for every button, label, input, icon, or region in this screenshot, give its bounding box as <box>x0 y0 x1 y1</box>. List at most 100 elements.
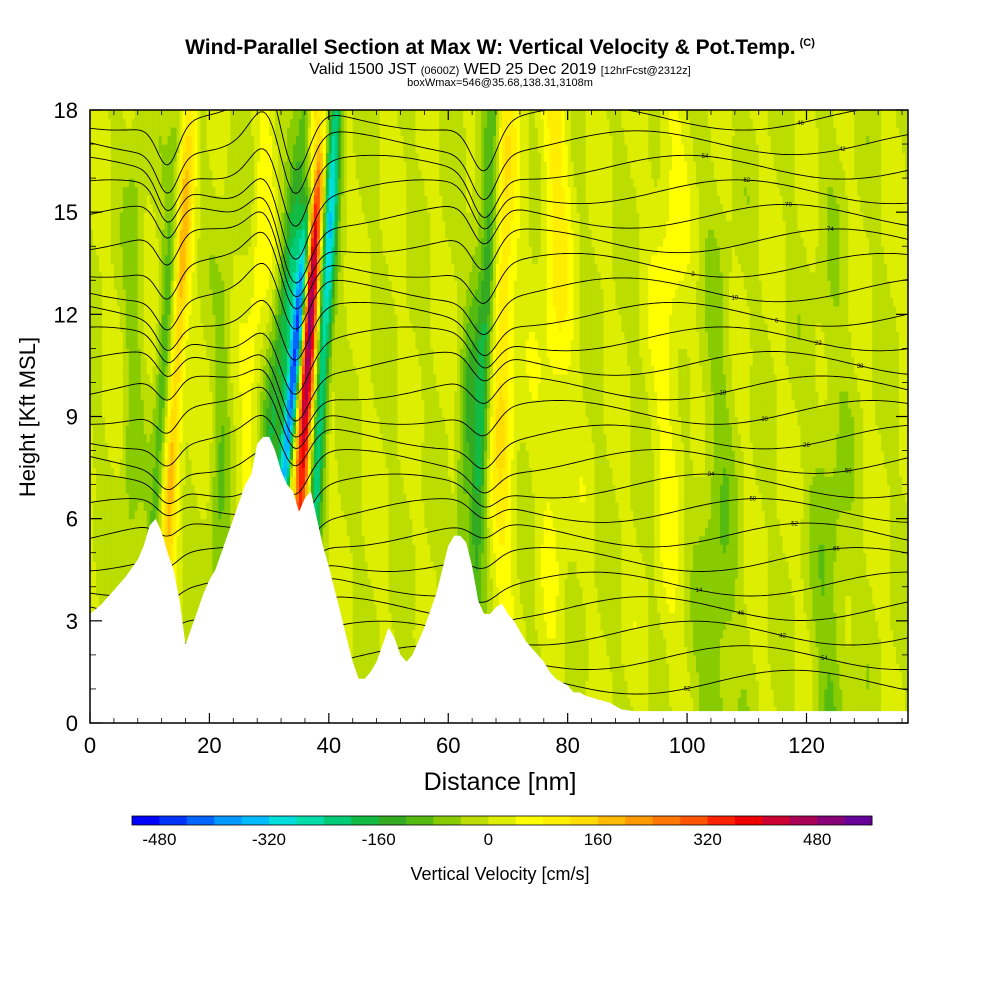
velocity-cell <box>125 356 130 367</box>
velocity-cell <box>131 390 136 401</box>
velocity-cell <box>110 382 115 392</box>
velocity-cell <box>122 425 127 435</box>
velocity-cell <box>128 459 133 469</box>
velocity-cell <box>119 373 124 384</box>
velocity-cell <box>128 476 133 486</box>
velocity-cell <box>122 382 127 392</box>
velocity-cell <box>95 220 100 230</box>
velocity-cell <box>137 339 142 349</box>
velocity-cell <box>119 212 124 222</box>
velocity-cell <box>110 578 115 588</box>
velocity-cell <box>110 348 115 358</box>
velocity-cell <box>167 407 172 418</box>
velocity-cell <box>155 425 160 435</box>
velocity-cell <box>101 484 106 494</box>
velocity-cell <box>140 178 145 188</box>
velocity-cell <box>90 510 94 520</box>
velocity-cell <box>116 407 121 418</box>
velocity-cell <box>137 493 142 503</box>
velocity-cell <box>95 586 100 596</box>
velocity-cell <box>155 467 160 477</box>
velocity-cell <box>98 442 103 452</box>
velocity-cell <box>143 339 148 349</box>
velocity-cell <box>146 246 151 256</box>
velocity-cell <box>143 152 148 162</box>
velocity-cell <box>98 135 103 145</box>
velocity-cell <box>146 271 151 281</box>
velocity-cell <box>152 220 157 230</box>
velocity-cell <box>95 356 100 367</box>
velocity-cell <box>119 195 124 205</box>
velocity-cell <box>131 288 136 298</box>
velocity-cell <box>146 195 151 205</box>
velocity-cell <box>113 331 118 341</box>
velocity-cell <box>140 450 145 460</box>
velocity-cell <box>107 518 112 528</box>
velocity-cell <box>143 127 148 137</box>
velocity-cell <box>146 118 151 128</box>
velocity-cell <box>101 476 106 486</box>
velocity-cell <box>101 203 106 213</box>
velocity-cell <box>119 484 124 494</box>
velocity-cell <box>116 382 121 392</box>
velocity-cell <box>140 203 145 213</box>
velocity-cell <box>104 407 109 418</box>
velocity-cell <box>116 127 121 137</box>
velocity-cell <box>149 365 154 375</box>
velocity-cell <box>137 161 142 171</box>
velocity-cell <box>90 203 94 213</box>
velocity-cell <box>107 212 112 222</box>
velocity-cell <box>92 476 97 486</box>
velocity-cell <box>119 297 124 307</box>
velocity-cell <box>164 118 169 128</box>
velocity-cell <box>128 229 133 239</box>
velocity-cell <box>110 459 115 469</box>
velocity-cell <box>101 467 106 477</box>
velocity-cell <box>113 382 118 392</box>
velocity-cell <box>143 212 148 222</box>
velocity-cell <box>95 407 100 418</box>
velocity-cell <box>131 510 136 520</box>
velocity-cell <box>146 493 151 503</box>
velocity-cell <box>143 390 148 401</box>
velocity-cell <box>92 212 97 222</box>
velocity-cell <box>119 220 124 230</box>
velocity-cell <box>155 288 160 298</box>
velocity-cell <box>134 407 139 418</box>
velocity-cell <box>116 118 121 128</box>
velocity-cell <box>140 314 145 324</box>
velocity-cell <box>113 254 118 264</box>
velocity-cell <box>104 178 109 188</box>
velocity-cell <box>140 382 145 392</box>
velocity-cell <box>92 544 97 554</box>
velocity-cell <box>116 297 121 307</box>
velocity-cell <box>140 212 145 222</box>
velocity-cell <box>134 348 139 358</box>
velocity-cell <box>131 229 136 239</box>
velocity-cell <box>116 425 121 435</box>
velocity-cell <box>119 425 124 435</box>
velocity-cell <box>98 314 103 324</box>
velocity-cell <box>134 382 139 392</box>
velocity-cell <box>90 569 94 579</box>
velocity-cell <box>104 314 109 324</box>
velocity-cell <box>161 212 166 222</box>
velocity-cell <box>134 322 139 332</box>
velocity-cell <box>146 484 151 494</box>
velocity-cell <box>131 220 136 230</box>
velocity-cell <box>116 161 121 171</box>
velocity-cell <box>122 501 127 511</box>
velocity-cell <box>116 373 121 384</box>
velocity-cell <box>116 518 121 528</box>
velocity-cell <box>95 144 100 154</box>
velocity-cell <box>137 280 142 290</box>
velocity-cell <box>143 237 148 247</box>
velocity-cell <box>167 535 172 545</box>
velocity-cell <box>113 314 118 324</box>
velocity-cell <box>131 263 136 273</box>
velocity-cell <box>125 280 130 290</box>
velocity-cell <box>146 459 151 469</box>
velocity-cell <box>161 348 166 358</box>
velocity-cell <box>125 442 130 452</box>
velocity-cell <box>137 416 142 426</box>
